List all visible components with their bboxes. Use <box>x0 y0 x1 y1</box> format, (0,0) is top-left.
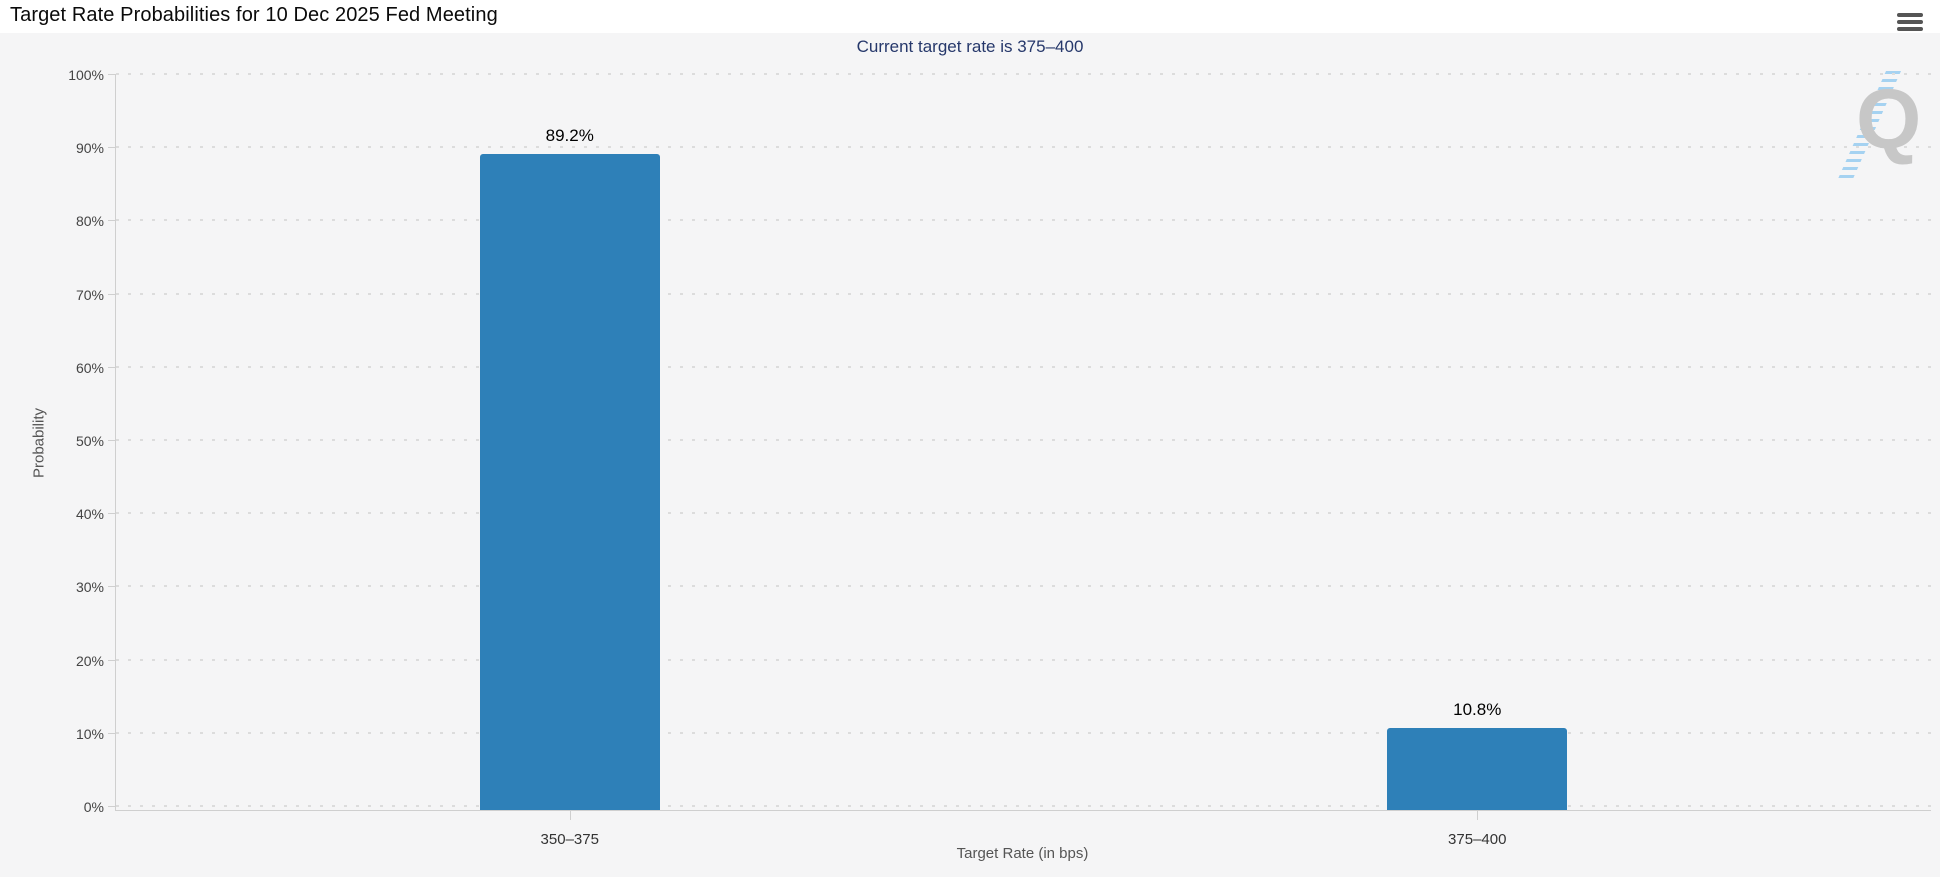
x-tick-label: 375–400 <box>1448 831 1507 848</box>
hamburger-bar <box>1897 27 1923 31</box>
chart-header: Target Rate Probabilities for 10 Dec 202… <box>0 0 1940 33</box>
y-gridline-10 <box>116 731 1937 734</box>
y-gridline-60 <box>116 365 1937 368</box>
y-tick-label: 70% <box>75 286 104 303</box>
y-gridline-40 <box>116 512 1937 515</box>
y-axis-tick <box>108 366 116 368</box>
y-axis-tick <box>108 293 116 295</box>
y-gridline-80 <box>116 219 1937 222</box>
plot-area: 0% 10% 20% 30% 40% 50% 60% 70% 80% 90% 100% 89.2% 35… <box>68 67 1937 848</box>
y-tick-label: 100% <box>68 67 104 83</box>
x-tick-label: 350–375 <box>540 831 599 848</box>
y-gridline-70 <box>116 292 1937 295</box>
chart-title: Target Rate Probabilities for 10 Dec 202… <box>10 4 498 26</box>
data-label: 10.8% <box>1453 699 1502 719</box>
y-tick-label: 20% <box>75 652 104 669</box>
y-axis-tick <box>108 74 116 75</box>
y-axis-tick <box>108 806 116 807</box>
y-axis-tick <box>108 513 116 515</box>
y-tick-label: 0% <box>83 799 104 815</box>
y-axis-tick <box>108 440 116 441</box>
chart-panel: Current target rate is 375–400 Q Probabi… <box>0 33 1940 877</box>
y-axis-tick <box>108 220 116 222</box>
hamburger-bar <box>1897 20 1923 24</box>
hamburger-menu-icon[interactable] <box>1895 11 1925 33</box>
y-tick-label: 10% <box>75 725 104 742</box>
y-axis-tick <box>108 147 116 149</box>
y-tick-label: 60% <box>75 359 104 376</box>
y-tick-label: 80% <box>75 213 104 230</box>
y-gridline-50 <box>116 439 1937 441</box>
y-axis-tick <box>108 732 116 734</box>
quikstrike-q-logo-icon: Q <box>1856 72 1922 166</box>
y-tick-label: 40% <box>75 506 104 523</box>
y-axis-tick <box>108 659 116 661</box>
y-gridline-20 <box>116 658 1937 661</box>
x-axis-tick <box>1477 811 1479 820</box>
bar-350-375[interactable] <box>479 154 660 810</box>
y-gridline-0 <box>116 805 1937 807</box>
x-axis-tick <box>569 811 571 820</box>
y-tick-label: 90% <box>75 140 104 157</box>
data-label: 89.2% <box>545 126 594 146</box>
x-axis-title: Target Rate (in bps) <box>956 845 1089 862</box>
y-gridline-100 <box>116 73 1937 75</box>
y-gridline-30 <box>116 585 1937 588</box>
y-axis-tick <box>108 586 116 588</box>
hamburger-bar <box>1897 13 1923 17</box>
bar-375-400[interactable] <box>1387 727 1568 810</box>
chart-subtitle: Current target rate is 375–400 <box>856 37 1084 56</box>
y-gridline-90 <box>116 146 1937 149</box>
y-tick-label: 30% <box>75 579 104 596</box>
y-tick-label: 50% <box>75 433 104 449</box>
